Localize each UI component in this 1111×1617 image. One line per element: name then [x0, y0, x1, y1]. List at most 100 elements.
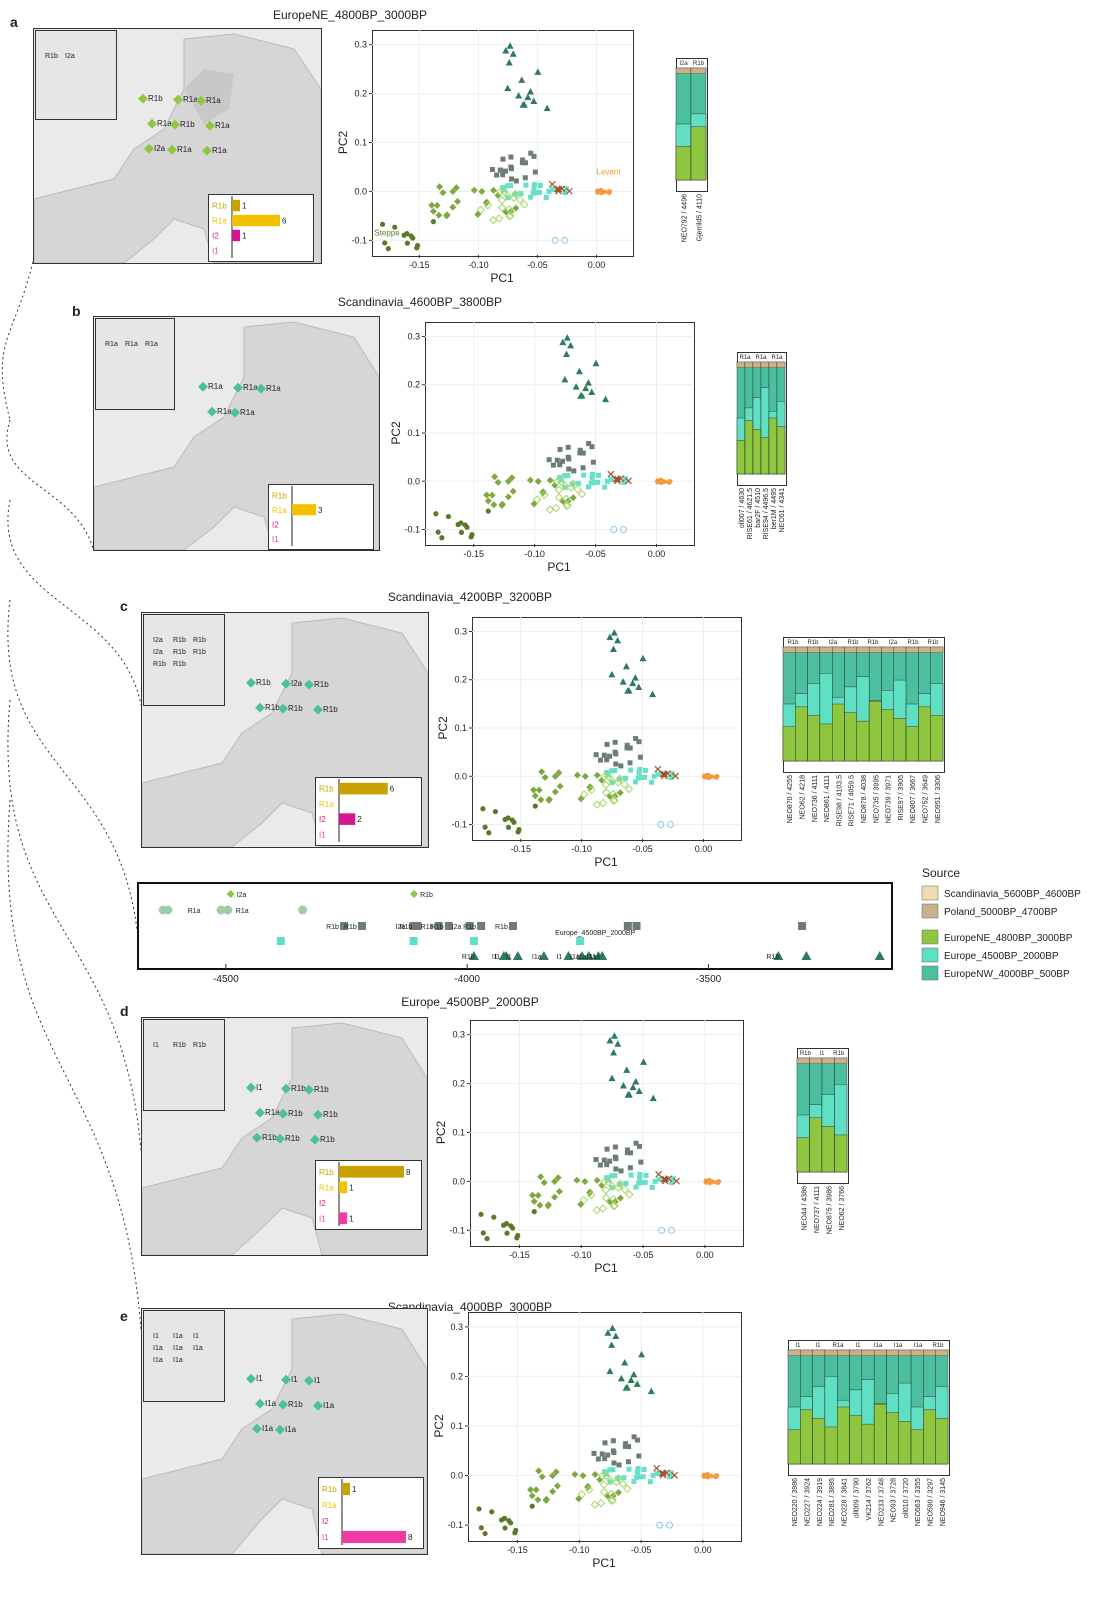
haplo-bar-label: R1b	[319, 785, 334, 794]
pca-point-crosses	[554, 185, 561, 193]
pca-point-triangle	[632, 1077, 640, 1085]
admix-bar	[787, 1429, 801, 1465]
inset-haplogroup-label: I2a	[153, 649, 163, 656]
admix-sample-label: NEO228 / 3841	[841, 1478, 848, 1526]
map-haplogroup-label: I1a	[265, 1399, 277, 1408]
pca-point-triangle	[639, 654, 647, 662]
haplo-bar-value: 1	[242, 202, 247, 211]
pca-y-axis-label: PC2	[432, 1414, 446, 1438]
pca-point-lightgreen	[614, 1473, 623, 1483]
map-haplogroup-label: R1b	[288, 1400, 303, 1409]
pca-point-diamond	[439, 189, 447, 197]
pca-point-graysq	[627, 1165, 633, 1171]
haplo-bar	[339, 1165, 404, 1178]
map-sample-marker	[313, 1109, 323, 1120]
pca-point-triangle	[649, 690, 657, 698]
haplo-bar	[339, 1212, 348, 1225]
admix-bar	[849, 1415, 863, 1465]
map-haplogroup-label: R1a	[157, 119, 172, 128]
pca-point-diamond	[573, 771, 581, 779]
admix-bar	[824, 1349, 838, 1356]
pca-point-lightgreen	[618, 1479, 628, 1489]
pca-point-graysq	[546, 457, 552, 463]
pca-y-tick-label: 0.3	[452, 1030, 465, 1040]
map-sample-marker	[281, 1083, 291, 1094]
pca-point-triangle	[630, 1370, 638, 1378]
timeline-tick-label: -4000	[454, 974, 480, 985]
admix-bar	[795, 646, 808, 653]
pca-point-graysq	[554, 457, 560, 463]
map-sample-marker	[275, 1424, 285, 1435]
timeline-point	[409, 937, 418, 945]
pca-point-diamond	[488, 491, 496, 499]
pca-point-graysq	[577, 450, 583, 456]
haplo-bar-value: 2	[357, 815, 362, 824]
pca-point-graysq	[613, 751, 619, 757]
pca-point-steppe	[476, 1506, 482, 1512]
pca-point-cyan	[609, 1185, 615, 1191]
pca-point-triangle	[623, 1066, 631, 1073]
pca-point-cyan	[588, 480, 594, 486]
admix-top-label: I2a	[829, 640, 838, 646]
pca-point-lightgreen	[606, 1476, 615, 1485]
map-sample-marker	[255, 1107, 265, 1118]
pca-point-graysq	[611, 1460, 617, 1466]
map-sample-marker	[255, 1398, 265, 1409]
pca-point-lightgreen	[561, 481, 570, 491]
pca-point-graysq	[577, 447, 583, 453]
timeline-point	[576, 937, 585, 945]
pca-point-steppe	[430, 219, 437, 225]
pca-point-triangle	[606, 1367, 614, 1374]
panel-title-c: Scandinavia_4200BP_3200BP	[387, 590, 553, 604]
map-sample-marker	[255, 702, 265, 713]
pca-point-steppe	[500, 1222, 507, 1228]
pca-point-graysq	[604, 741, 610, 747]
pca-point-cyan	[626, 1466, 632, 1472]
pca-point-cyan	[631, 1478, 637, 1484]
pca-point-open-blue	[666, 1521, 674, 1529]
pca-point-diamond	[470, 186, 478, 194]
pca-point-cyan	[530, 190, 536, 196]
pca-point-cyan	[605, 772, 611, 778]
pca-point-lightgreen	[612, 1477, 621, 1487]
pca-point-diamond	[551, 481, 559, 489]
admix-bar	[782, 646, 796, 653]
map-haplogroup-label: I1	[291, 1375, 298, 1384]
pca-y-tick-label: 0.1	[354, 138, 367, 148]
pca-point-steppe	[484, 1236, 490, 1242]
pca-point-triangle	[608, 1324, 616, 1332]
pca-point-triangle	[610, 1032, 618, 1039]
pca-point-steppe	[435, 529, 441, 535]
pca-point-lightgreen	[506, 211, 515, 221]
map-haplogroup-label: R1b	[314, 680, 329, 689]
pca-point-graysq	[625, 1459, 631, 1465]
pca-point-diamond	[579, 1472, 587, 1480]
inset-haplogroup-label: I1	[153, 1042, 159, 1049]
timeline-label: R1b	[399, 924, 412, 931]
pca-point-graysq	[624, 745, 630, 751]
pca-point-diamond	[535, 786, 543, 794]
pca-y-tick-label: 0.2	[354, 89, 367, 99]
pca-point-triangle	[610, 1048, 618, 1056]
inset-haplogroup-label: I2a	[153, 637, 163, 644]
map-haplogroup-label: R1a	[212, 146, 227, 155]
admix-bar	[782, 726, 796, 762]
pca-point-lightgreen	[608, 1182, 617, 1191]
admix-bar	[760, 437, 770, 475]
pca-y-tick-label: -0.1	[351, 235, 367, 245]
pca-plot-e	[468, 1312, 742, 1542]
map-sample-marker	[246, 1082, 256, 1093]
pca-point-steppe	[531, 1209, 537, 1215]
pca-x-tick-label: -0.10	[571, 1250, 592, 1260]
admix-sample-label: NEO224 / 3919	[817, 1478, 824, 1526]
pca-point-steppe	[415, 242, 421, 249]
pca-point-graysq	[636, 739, 642, 745]
pca-point-lightgreen	[625, 1190, 634, 1199]
pca-point-diamond	[546, 476, 554, 484]
pca-point-lightgreen	[602, 1471, 611, 1481]
pca-point-diamond	[509, 487, 517, 495]
map-haplogroup-label: I1a	[323, 1401, 335, 1410]
pca-point-lightgreen	[551, 503, 561, 513]
pca-point-crosses	[548, 180, 556, 188]
pca-point-steppe	[478, 1211, 484, 1217]
